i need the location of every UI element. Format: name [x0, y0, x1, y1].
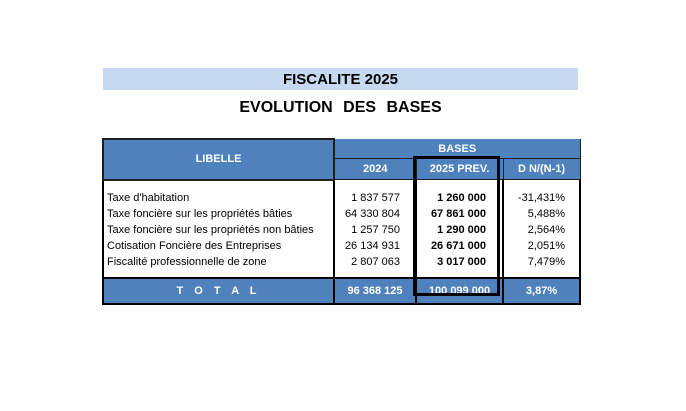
header-bases: BASES	[333, 139, 581, 159]
row-delta: 2,564%	[501, 221, 582, 238]
table-row: Fiscalité professionnelle de zone 2 807 …	[102, 253, 582, 270]
bases-table: LIBELLE BASES 2024 2025 PREV. D N/(N-1) …	[102, 138, 582, 305]
total-row: T O T A L 96 368 125 100 099 000 3,87%	[102, 276, 582, 305]
page-title-text: FISCALITE 2025	[282, 70, 399, 88]
row-value-2024: 1 837 577	[333, 189, 417, 206]
header-delta: D N/(N-1)	[502, 158, 581, 180]
row-value-2024: 64 330 804	[333, 205, 417, 222]
total-label: T O T A L	[102, 276, 335, 305]
table-row: Cotisation Foncière des Entreprises 26 1…	[102, 237, 582, 254]
page-subtitle-text: EVOLUTION DES BASES	[239, 99, 442, 116]
row-delta: 2,051%	[501, 237, 582, 254]
row-label: Fiscalité professionnelle de zone	[102, 253, 335, 270]
row-value-2025: 26 671 000	[415, 237, 504, 254]
row-value-2024: 2 807 063	[333, 253, 417, 270]
row-value-2025: 3 017 000	[415, 253, 504, 270]
row-delta: 7,479%	[501, 253, 582, 270]
header-2025-prev: 2025 PREV.	[415, 158, 504, 180]
page-subtitle: EVOLUTION DES BASES	[103, 99, 578, 121]
row-value-2024: 1 257 750	[333, 221, 417, 238]
row-value-2025: 67 861 000	[415, 205, 504, 222]
row-label: Cotisation Foncière des Entreprises	[102, 237, 335, 254]
total-2025: 100 099 000	[415, 276, 504, 305]
header-2024: 2024	[333, 158, 417, 180]
page-title: FISCALITE 2025	[103, 68, 578, 90]
row-label: Taxe foncière sur les propriétés non bât…	[102, 221, 335, 238]
table-row: Taxe foncière sur les propriétés bâties …	[102, 205, 582, 222]
row-delta: 5,488%	[501, 205, 582, 222]
table-row: Taxe foncière sur les propriétés non bât…	[102, 221, 582, 238]
row-label: Taxe d'habitation	[102, 189, 335, 206]
row-label: Taxe foncière sur les propriétés bâties	[102, 205, 335, 222]
row-value-2025: 1 290 000	[415, 221, 504, 238]
table-row: Taxe d'habitation 1 837 577 1 260 000 -3…	[102, 189, 582, 206]
total-delta: 3,87%	[501, 276, 582, 305]
row-value-2024: 26 134 931	[333, 237, 417, 254]
total-2024: 96 368 125	[333, 276, 417, 305]
header-libelle: LIBELLE	[102, 138, 335, 181]
row-delta: -31,431%	[501, 189, 582, 206]
row-value-2025: 1 260 000	[415, 189, 504, 206]
